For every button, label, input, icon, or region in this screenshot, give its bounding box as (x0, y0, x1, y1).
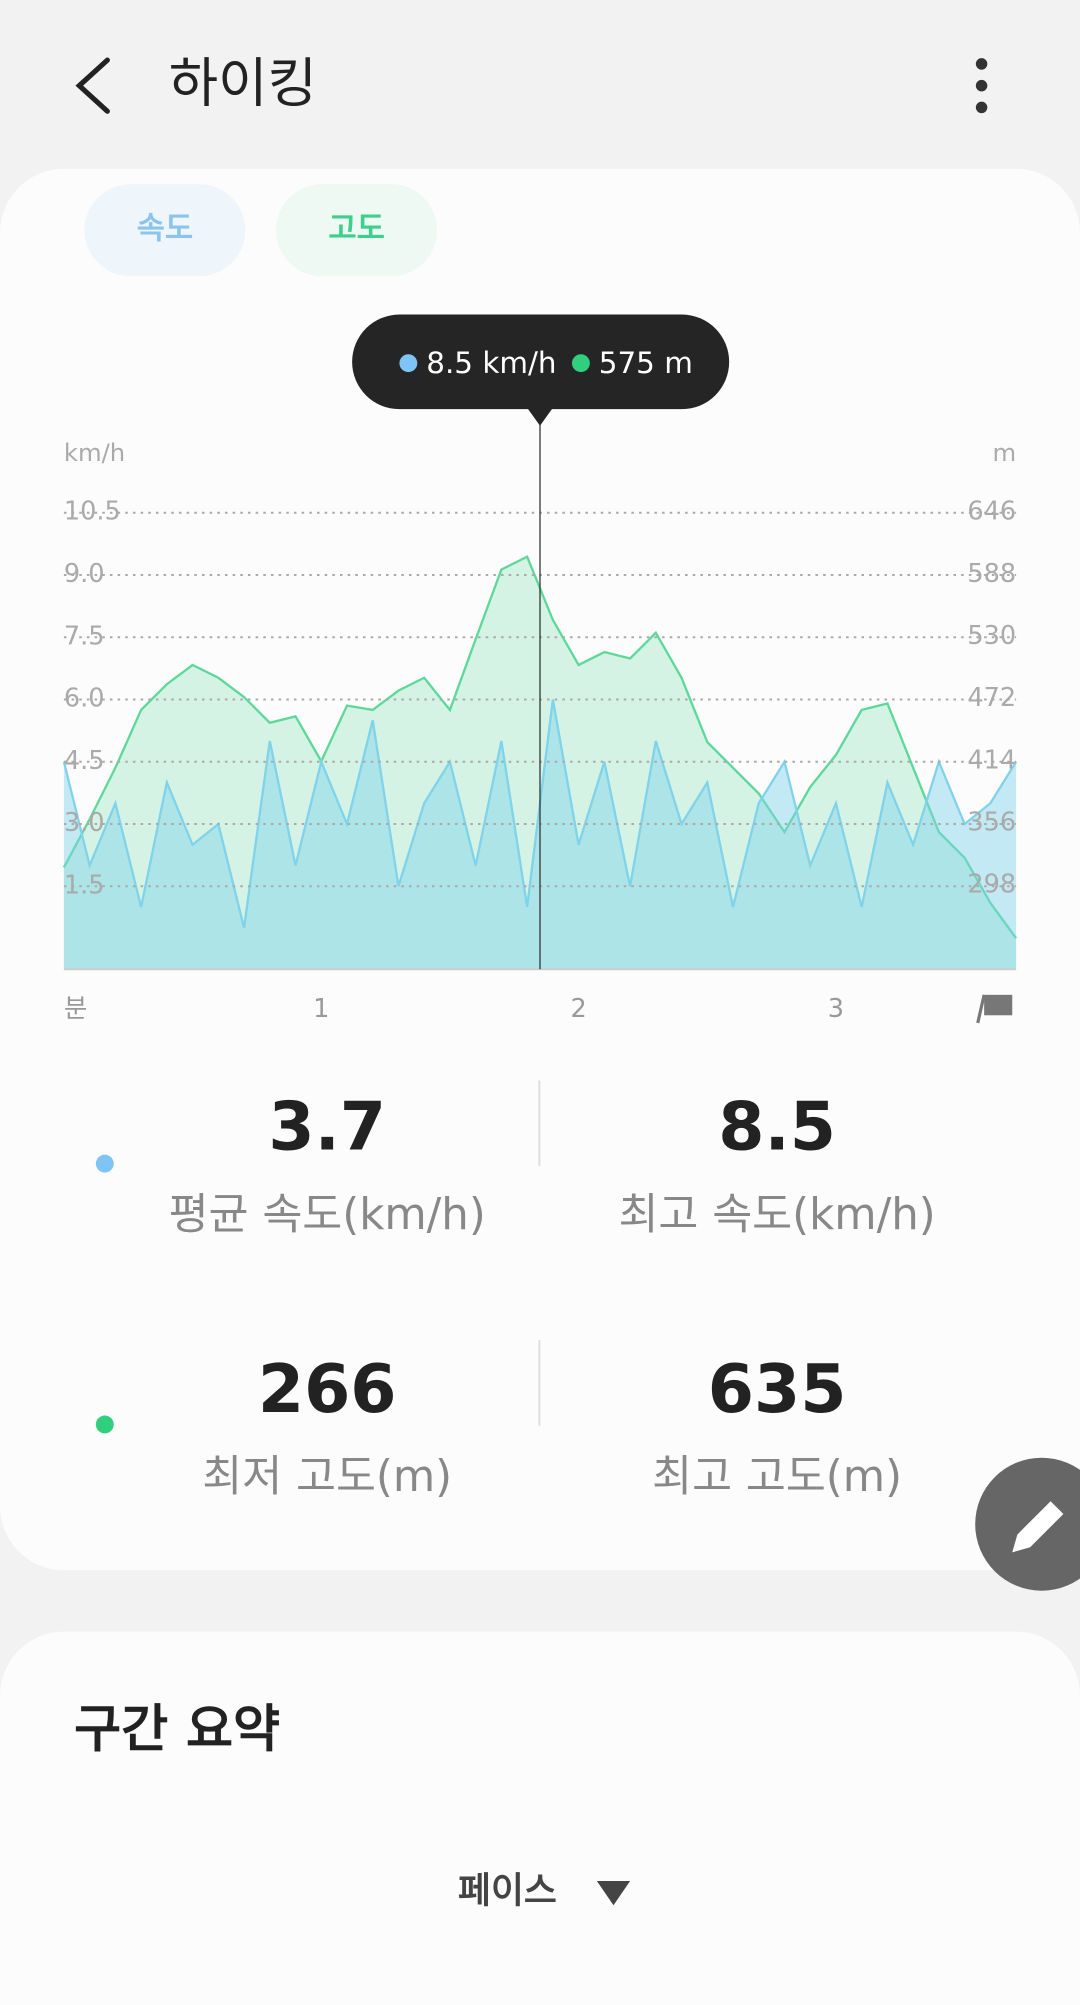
y2-axis-unit: m (992, 438, 1016, 467)
stat-label: 최고 고도(m) (652, 1452, 902, 1502)
y-tick-label: 6.0 (64, 684, 105, 714)
stat-value: 635 (708, 1350, 847, 1428)
dropdown-arrow[interactable] (596, 1880, 631, 1906)
y-tick-label: 7.5 (64, 621, 105, 651)
speed-dot (95, 1154, 114, 1173)
tab-label[interactable]: 속도 (137, 212, 193, 247)
tooltip-pointer (527, 407, 553, 426)
legend-dot (571, 354, 590, 373)
y2-tick-label: 530 (967, 621, 1016, 651)
more-menu[interactable] (975, 58, 988, 114)
altitude-dot (95, 1415, 114, 1434)
stat-label: 최고 속도(km/h) (618, 1190, 935, 1240)
y-axis-unit: km/h (64, 438, 125, 467)
y-tick-label: 3.0 (64, 808, 105, 838)
stat-label: 평균 속도(km/h) (169, 1190, 486, 1240)
back-button[interactable] (75, 57, 110, 114)
page-title: 하이킹 (169, 52, 317, 115)
section-title: 구간 요약 (74, 1701, 280, 1760)
tooltip-altitude: 575 m (599, 346, 693, 380)
edit-button[interactable] (975, 1457, 1080, 1591)
summary-card (0, 1631, 1080, 2005)
stat-value: 8.5 (718, 1088, 836, 1166)
tooltip-speed: 8.5 km/h (426, 346, 556, 380)
flag-body (984, 994, 1013, 1016)
x-tick-label: 2 (570, 994, 586, 1024)
y2-tick-label: 414 (967, 745, 1016, 775)
y2-tick-label: 588 (967, 559, 1016, 589)
y-tick-label: 4.5 (64, 746, 105, 776)
finish-flag (976, 994, 1013, 1024)
y2-tick-label: 356 (967, 808, 1016, 838)
y-tick-label: 10.5 (64, 497, 121, 527)
y2-tick-label: 472 (967, 683, 1016, 713)
stat-label: 최저 고도(m) (202, 1452, 452, 1502)
y2-tick-label: 298 (967, 870, 1016, 900)
x-tick-label: 3 (828, 994, 844, 1024)
x-axis-unit: 분 (64, 994, 88, 1024)
tab[interactable] (84, 184, 246, 277)
y2-tick-label: 646 (967, 497, 1016, 527)
stat-value: 3.7 (268, 1088, 386, 1166)
tab[interactable] (276, 184, 438, 277)
y-tick-label: 1.5 (64, 870, 105, 900)
x-tick-label: 1 (313, 994, 329, 1024)
dropdown-label[interactable]: 페이스 (458, 1870, 557, 1911)
chart: km/h m 1.5 3.0 4.5 6.0 7.5 9.0 10.5 298 356 414 472 5… (62, 314, 1018, 1024)
tab-label[interactable]: 고도 (328, 212, 384, 247)
y-tick-label: 9.0 (64, 559, 105, 589)
legend-dot (399, 354, 418, 373)
flag-pole (976, 994, 986, 1024)
stat-value: 266 (258, 1350, 397, 1428)
tooltip (352, 314, 730, 410)
